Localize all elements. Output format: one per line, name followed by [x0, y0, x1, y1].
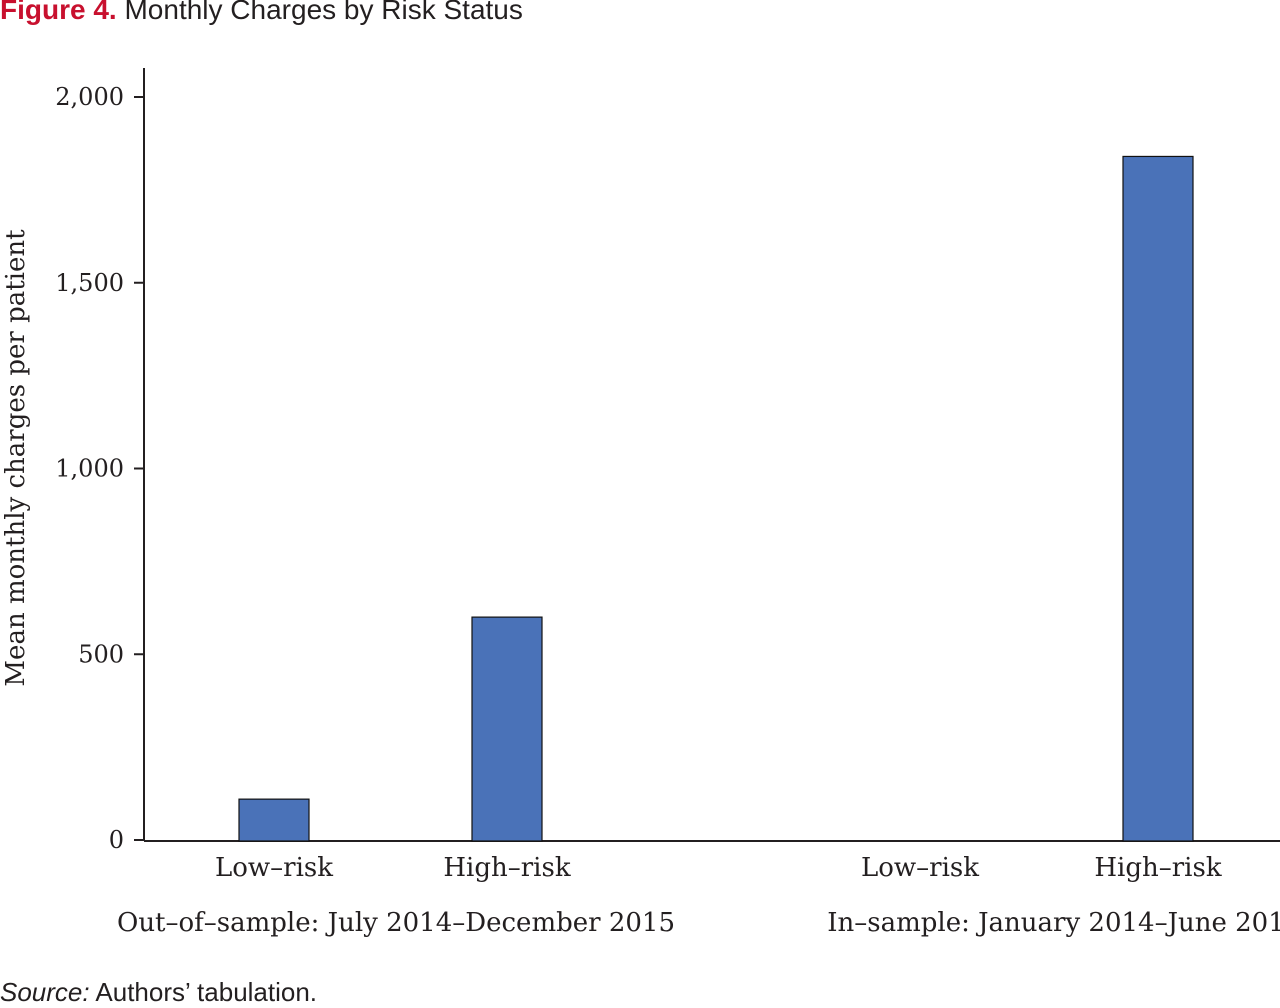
- y-tick-label: 1,000: [55, 455, 124, 483]
- y-axis-title: Mean monthly charges per patient: [1, 229, 31, 687]
- figure-title: Figure 4. Monthly Charges by Risk Status: [0, 0, 523, 30]
- x-category-label: High–risk: [443, 853, 570, 883]
- source-text: Authors’ tabulation.: [95, 977, 318, 1007]
- group-labels: Out–of–sample: July 2014–December 2015 In…: [117, 908, 1280, 938]
- y-tick-label: 1,500: [55, 269, 124, 297]
- bar: [1122, 155, 1194, 842]
- figure-label: Figure 4.: [0, 0, 117, 25]
- x-category-label: High–risk: [1094, 853, 1221, 883]
- bars: [238, 155, 1194, 842]
- bar: [238, 798, 310, 842]
- y-tick-label: 2,000: [55, 83, 124, 111]
- chart-axes: [143, 68, 1280, 842]
- figure-title-text: Monthly Charges by Risk Status: [124, 0, 523, 25]
- y-tick-label: 0: [109, 826, 124, 854]
- x-category-label: Low–risk: [861, 853, 979, 883]
- y-tick-label: 500: [78, 640, 124, 668]
- source-note: Source: Authors’ tabulation.: [0, 977, 317, 1008]
- x-category-labels: Low–risk High–risk Low–risk High–risk: [215, 853, 1222, 883]
- y-ticks: 0 500 1,000 1,500 2,000: [55, 83, 144, 854]
- bar: [471, 616, 543, 842]
- group-label: In–sample: January 2014–June 201: [827, 908, 1280, 938]
- source-label: Source:: [0, 977, 90, 1007]
- group-label: Out–of–sample: July 2014–December 2015: [117, 908, 675, 938]
- x-category-label: Low–risk: [215, 853, 333, 883]
